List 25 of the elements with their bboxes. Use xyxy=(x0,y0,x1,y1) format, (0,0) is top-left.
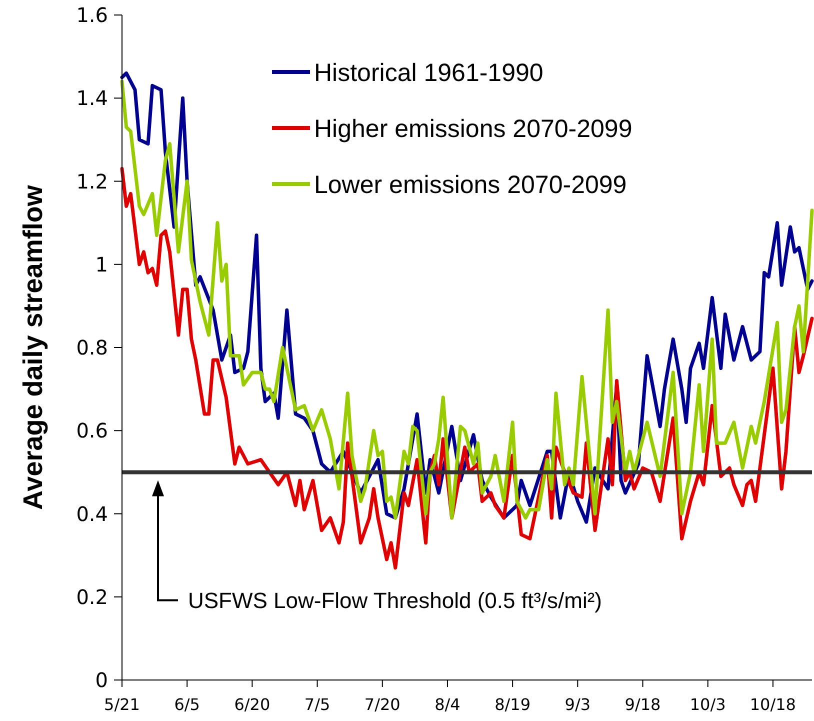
legend-label: Lower emissions 2070-2099 xyxy=(314,170,627,199)
y-tick-label: 1.4 xyxy=(76,86,108,110)
x-tick-label: 6/20 xyxy=(234,695,270,714)
legend-label: Historical 1961-1990 xyxy=(314,58,544,87)
y-tick-label: 1.6 xyxy=(76,3,108,27)
x-tick-label: 10/3 xyxy=(690,695,726,714)
x-tick-label: 8/19 xyxy=(494,695,531,714)
x-tick-label: 9/3 xyxy=(564,695,591,714)
x-tick-label: 5/21 xyxy=(104,695,140,714)
y-tick-label: 0.6 xyxy=(76,418,108,443)
annotation: USFWS Low-Flow Threshold (0.5 ft³/s/mi²) xyxy=(188,588,602,614)
y-tick-label: 1.2 xyxy=(76,169,108,194)
y-tick-label: 0.2 xyxy=(76,584,108,609)
legend-label: Higher emissions 2070-2099 xyxy=(314,114,632,143)
x-tick-label: 9/18 xyxy=(624,695,661,714)
x-tick-label: 7/5 xyxy=(304,695,330,714)
y-tick-label: 1 xyxy=(95,252,108,276)
x-tick-label: 6/5 xyxy=(174,695,200,714)
x-tick-label: 10/18 xyxy=(750,695,796,714)
y-axis-title: Average daily streamflow xyxy=(18,184,48,510)
x-tick-label: 8/4 xyxy=(434,695,460,714)
y-tick-label: 0 xyxy=(95,668,108,692)
x-tick-label: 7/20 xyxy=(364,695,400,714)
y-tick-label: 0.4 xyxy=(76,502,108,526)
y-tick-label: 0.8 xyxy=(76,336,108,360)
